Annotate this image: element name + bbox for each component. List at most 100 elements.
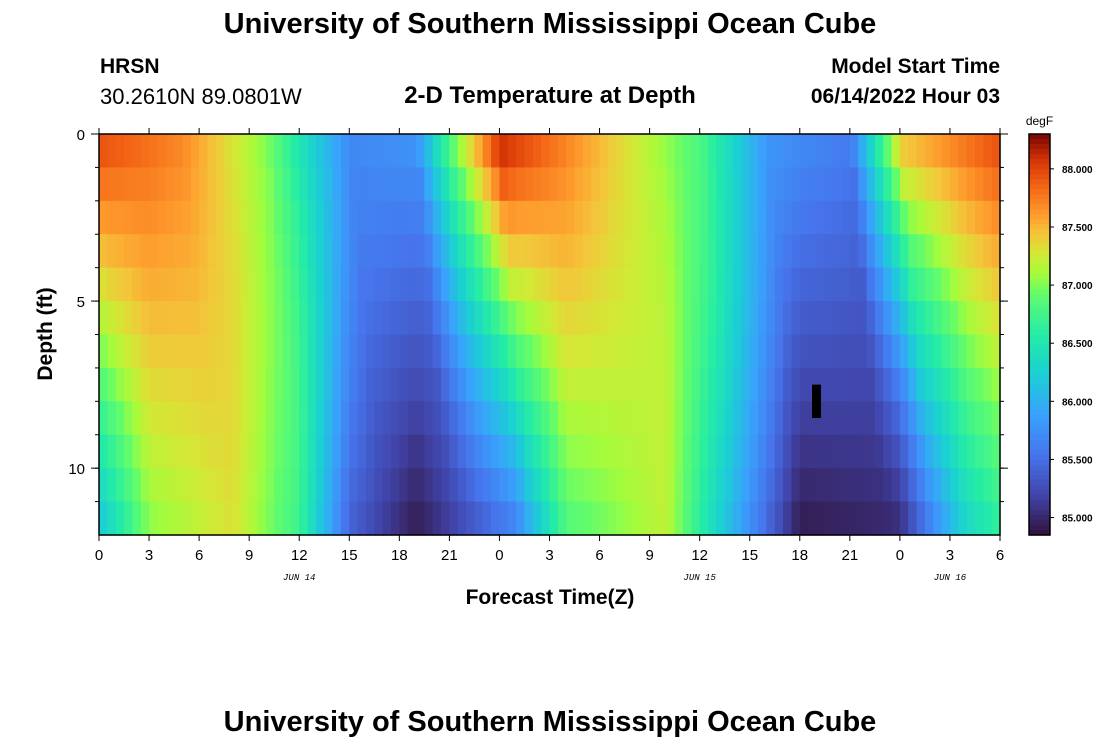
heatmap-cell bbox=[724, 134, 734, 169]
heatmap-cell bbox=[424, 134, 434, 169]
heatmap-cell bbox=[591, 468, 601, 503]
heatmap-cell bbox=[457, 434, 467, 469]
heatmap-cell bbox=[791, 501, 801, 536]
heatmap-cell bbox=[257, 134, 267, 169]
colorbar-frame bbox=[1028, 133, 1051, 536]
heatmap-cell bbox=[924, 468, 934, 503]
heatmap-cell bbox=[591, 167, 601, 202]
heatmap-cell bbox=[382, 334, 392, 369]
heatmap-cell bbox=[232, 301, 242, 336]
y-tick-label: 0 bbox=[77, 127, 85, 144]
heatmap-cell bbox=[649, 401, 659, 436]
heatmap-cell bbox=[766, 434, 776, 469]
colorbar-segment bbox=[1029, 159, 1050, 165]
heatmap-cell bbox=[374, 301, 384, 336]
heatmap-cell bbox=[699, 468, 709, 503]
heatmap-cell bbox=[774, 434, 784, 469]
heatmap-cell bbox=[174, 334, 184, 369]
heatmap-cell bbox=[599, 367, 609, 402]
heatmap-cell bbox=[616, 267, 626, 302]
colorbar-segment bbox=[1029, 499, 1050, 506]
heatmap-cell bbox=[841, 234, 851, 269]
heatmap-cell bbox=[190, 301, 200, 336]
heatmap-cell bbox=[507, 501, 517, 536]
heatmap-cell bbox=[149, 267, 158, 302]
heatmap-cell bbox=[357, 134, 367, 169]
heatmap-cell bbox=[482, 434, 492, 469]
heatmap-cell bbox=[933, 200, 943, 235]
heatmap-cell bbox=[691, 267, 701, 302]
heatmap-cell bbox=[674, 367, 684, 402]
heatmap-cell bbox=[340, 434, 350, 469]
x-tick-label: 0 bbox=[95, 547, 103, 564]
heatmap-cell bbox=[657, 134, 667, 169]
heatmap-cell bbox=[482, 134, 492, 169]
heatmap-cell bbox=[207, 468, 217, 503]
heatmap-cell bbox=[874, 434, 884, 469]
heatmap-cell bbox=[99, 434, 108, 469]
heatmap-cell bbox=[799, 234, 809, 269]
heatmap-cell bbox=[532, 134, 542, 169]
heatmap-cell bbox=[733, 367, 742, 402]
heatmap-cell bbox=[966, 134, 976, 169]
heatmap-cell bbox=[365, 334, 375, 369]
heatmap-cell bbox=[749, 167, 759, 202]
colorbar-segment bbox=[1029, 394, 1050, 401]
heatmap-cell bbox=[949, 167, 959, 202]
heatmap-cell bbox=[924, 401, 934, 436]
heatmap-cell bbox=[733, 434, 742, 469]
heatmap-cell bbox=[774, 501, 784, 536]
heatmap-cell bbox=[874, 367, 884, 402]
heatmap-cell bbox=[908, 334, 918, 369]
heatmap-cell bbox=[966, 167, 976, 202]
heatmap-cell bbox=[199, 434, 209, 469]
heatmap-cell bbox=[657, 434, 667, 469]
colorbar-segment bbox=[1029, 459, 1050, 466]
heatmap-cell bbox=[682, 200, 692, 235]
heatmap-cell bbox=[432, 267, 442, 302]
heatmap-cell bbox=[649, 167, 659, 202]
colorbar-segment bbox=[1029, 529, 1050, 536]
heatmap-cell bbox=[215, 334, 225, 369]
heatmap-cell bbox=[941, 367, 951, 402]
heatmap-cell bbox=[424, 501, 434, 536]
heatmap-cell bbox=[307, 167, 317, 202]
colorbar-segment bbox=[1029, 369, 1050, 376]
heatmap-cell bbox=[124, 401, 133, 436]
heatmap-cell bbox=[958, 434, 968, 469]
x-tick-label: 21 bbox=[441, 547, 458, 564]
heatmap-cell bbox=[974, 301, 984, 336]
colorbar-segment bbox=[1029, 439, 1050, 446]
heatmap-cell bbox=[833, 334, 843, 369]
heatmap-cell bbox=[274, 267, 284, 302]
heatmap-cell bbox=[265, 267, 275, 302]
heatmap-cell bbox=[624, 134, 634, 169]
heatmap-cell bbox=[499, 501, 509, 536]
heatmap-cell bbox=[407, 134, 417, 169]
heatmap-cell bbox=[299, 134, 309, 169]
heatmap-cell bbox=[958, 401, 968, 436]
heatmap-cell bbox=[249, 267, 259, 302]
heatmap-cell bbox=[491, 134, 501, 169]
colorbar-segment bbox=[1029, 219, 1050, 225]
colorbar-tick-label: 86.500 bbox=[1062, 339, 1093, 350]
colorbar-segment bbox=[1029, 214, 1050, 220]
heatmap-cell bbox=[349, 468, 359, 503]
heatmap-cell bbox=[691, 134, 701, 169]
heatmap-cell bbox=[432, 367, 442, 402]
heatmap-cell bbox=[549, 401, 559, 436]
heatmap-cell bbox=[416, 234, 425, 269]
heatmap-cell bbox=[924, 301, 934, 336]
heatmap-cell bbox=[591, 301, 601, 336]
heatmap-cell bbox=[607, 401, 617, 436]
heatmap-cell bbox=[574, 267, 584, 302]
heatmap-cell bbox=[733, 200, 742, 235]
heatmap-cell bbox=[324, 134, 334, 169]
heatmap-cell bbox=[591, 200, 601, 235]
heatmap-cell bbox=[908, 367, 918, 402]
heatmap-cell bbox=[491, 367, 501, 402]
heatmap-cell bbox=[624, 167, 634, 202]
heatmap-cell bbox=[858, 267, 868, 302]
heatmap-cell bbox=[924, 434, 934, 469]
heatmap-cell bbox=[374, 200, 384, 235]
